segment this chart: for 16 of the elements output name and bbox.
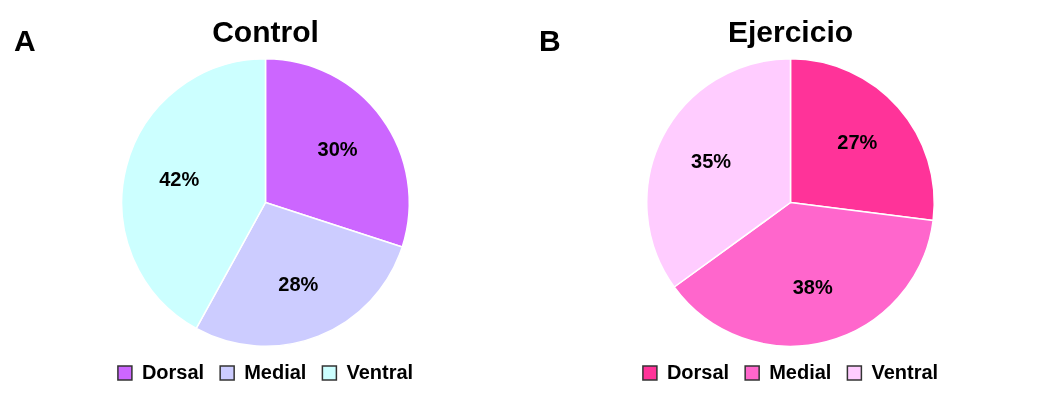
chart-title: Ejercicio — [727, 15, 854, 49]
data-label: 27% — [837, 131, 878, 154]
legend-label: Dorsal — [141, 360, 205, 383]
data-label: 30% — [317, 137, 358, 160]
text: A — [14, 24, 36, 58]
legend-label: Dorsal — [666, 360, 730, 383]
data-label: 42% — [159, 167, 200, 190]
legend-label: Ventral — [346, 360, 414, 383]
text: B — [539, 24, 561, 58]
legend-label: Medial — [769, 360, 832, 383]
data-label: 28% — [278, 272, 319, 295]
legend-label: Medial — [244, 360, 307, 383]
legend-label: Ventral — [871, 360, 939, 383]
data-label: 38% — [792, 276, 833, 299]
chart-title: Control — [212, 15, 319, 49]
data-label: 35% — [691, 149, 732, 172]
